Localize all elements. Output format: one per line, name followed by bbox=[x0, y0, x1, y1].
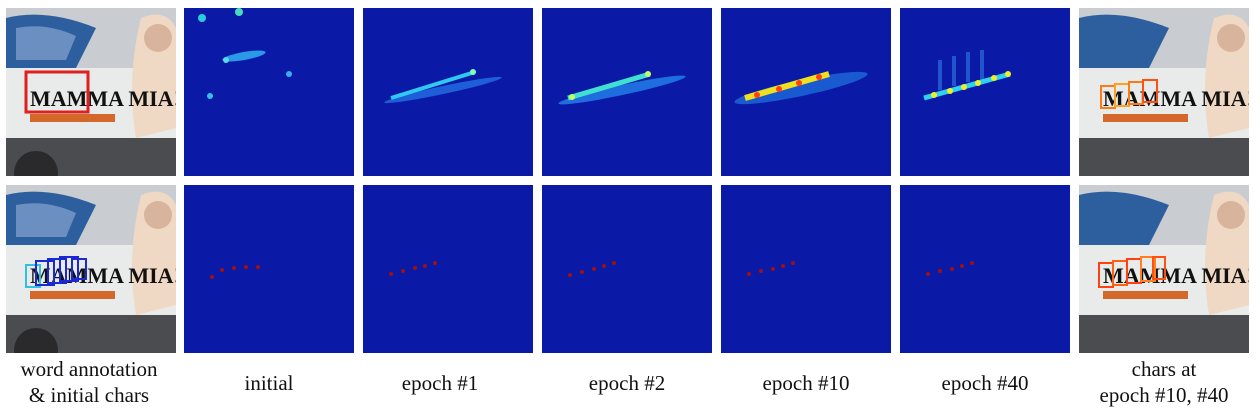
caption-chars-line2: epoch #10, #40 bbox=[1099, 383, 1229, 407]
heatmap-epoch40-row2 bbox=[900, 185, 1070, 353]
photo-car-door-epoch40-char-boxes: MAMMA MIA! bbox=[1079, 185, 1249, 353]
heatmap-epoch10-row1 bbox=[721, 8, 891, 176]
photo-initial-chars: MAMMA MIA! bbox=[6, 185, 176, 353]
caption-epoch40: epoch #40 bbox=[941, 371, 1029, 395]
heatmap-initial-row1 bbox=[184, 8, 354, 176]
photo-car-door-word-box: MAMMA MIA! bbox=[6, 8, 176, 176]
photo-car-door-epoch10-char-boxes: MAMMA MIA! bbox=[1079, 8, 1249, 176]
heatmap-epoch1-row1 bbox=[363, 8, 533, 176]
photo-word-annotation: MAMMA MIA! bbox=[6, 8, 176, 176]
caption-word-annotation-line1: word annotation bbox=[20, 357, 158, 381]
initial-char-boxes bbox=[25, 256, 87, 288]
refined-char-boxes-epoch10 bbox=[1100, 79, 1158, 109]
photo-chars-epoch40: MAMMA MIA! bbox=[1079, 185, 1249, 353]
photo-word-text: MAMMA MIA! bbox=[1103, 86, 1249, 111]
word-annotation-box bbox=[24, 70, 90, 114]
caption-epoch1: epoch #1 bbox=[401, 371, 479, 395]
heatmap-epoch40-row1 bbox=[900, 8, 1070, 176]
photo-chars-epoch10: MAMMA MIA! bbox=[1079, 8, 1249, 176]
heatmap-epoch10-row2 bbox=[721, 185, 891, 353]
photo-car-door-initial-char-boxes: MAMMA MIA! bbox=[6, 185, 176, 353]
caption-word-annotation: word annotation & initial chars bbox=[4, 356, 174, 408]
refined-char-boxes-epoch40 bbox=[1098, 256, 1166, 288]
heatmap-epoch2-row1 bbox=[542, 8, 712, 176]
heatmap-epoch2-row2 bbox=[542, 185, 712, 353]
caption-chars-line1: chars at bbox=[1131, 357, 1197, 381]
photo-word-text: MAMMA MIA! bbox=[30, 86, 176, 111]
caption-chars-at-epoch: chars at epoch #10, #40 bbox=[1072, 356, 1256, 408]
caption-epoch10: epoch #10 bbox=[762, 371, 850, 395]
caption-word-annotation-line2: & initial chars bbox=[28, 383, 150, 407]
heatmap-epoch1-row2 bbox=[363, 185, 533, 353]
caption-initial: initial bbox=[244, 371, 294, 395]
caption-epoch2: epoch #2 bbox=[588, 371, 666, 395]
heatmap-initial-row2 bbox=[184, 185, 354, 353]
